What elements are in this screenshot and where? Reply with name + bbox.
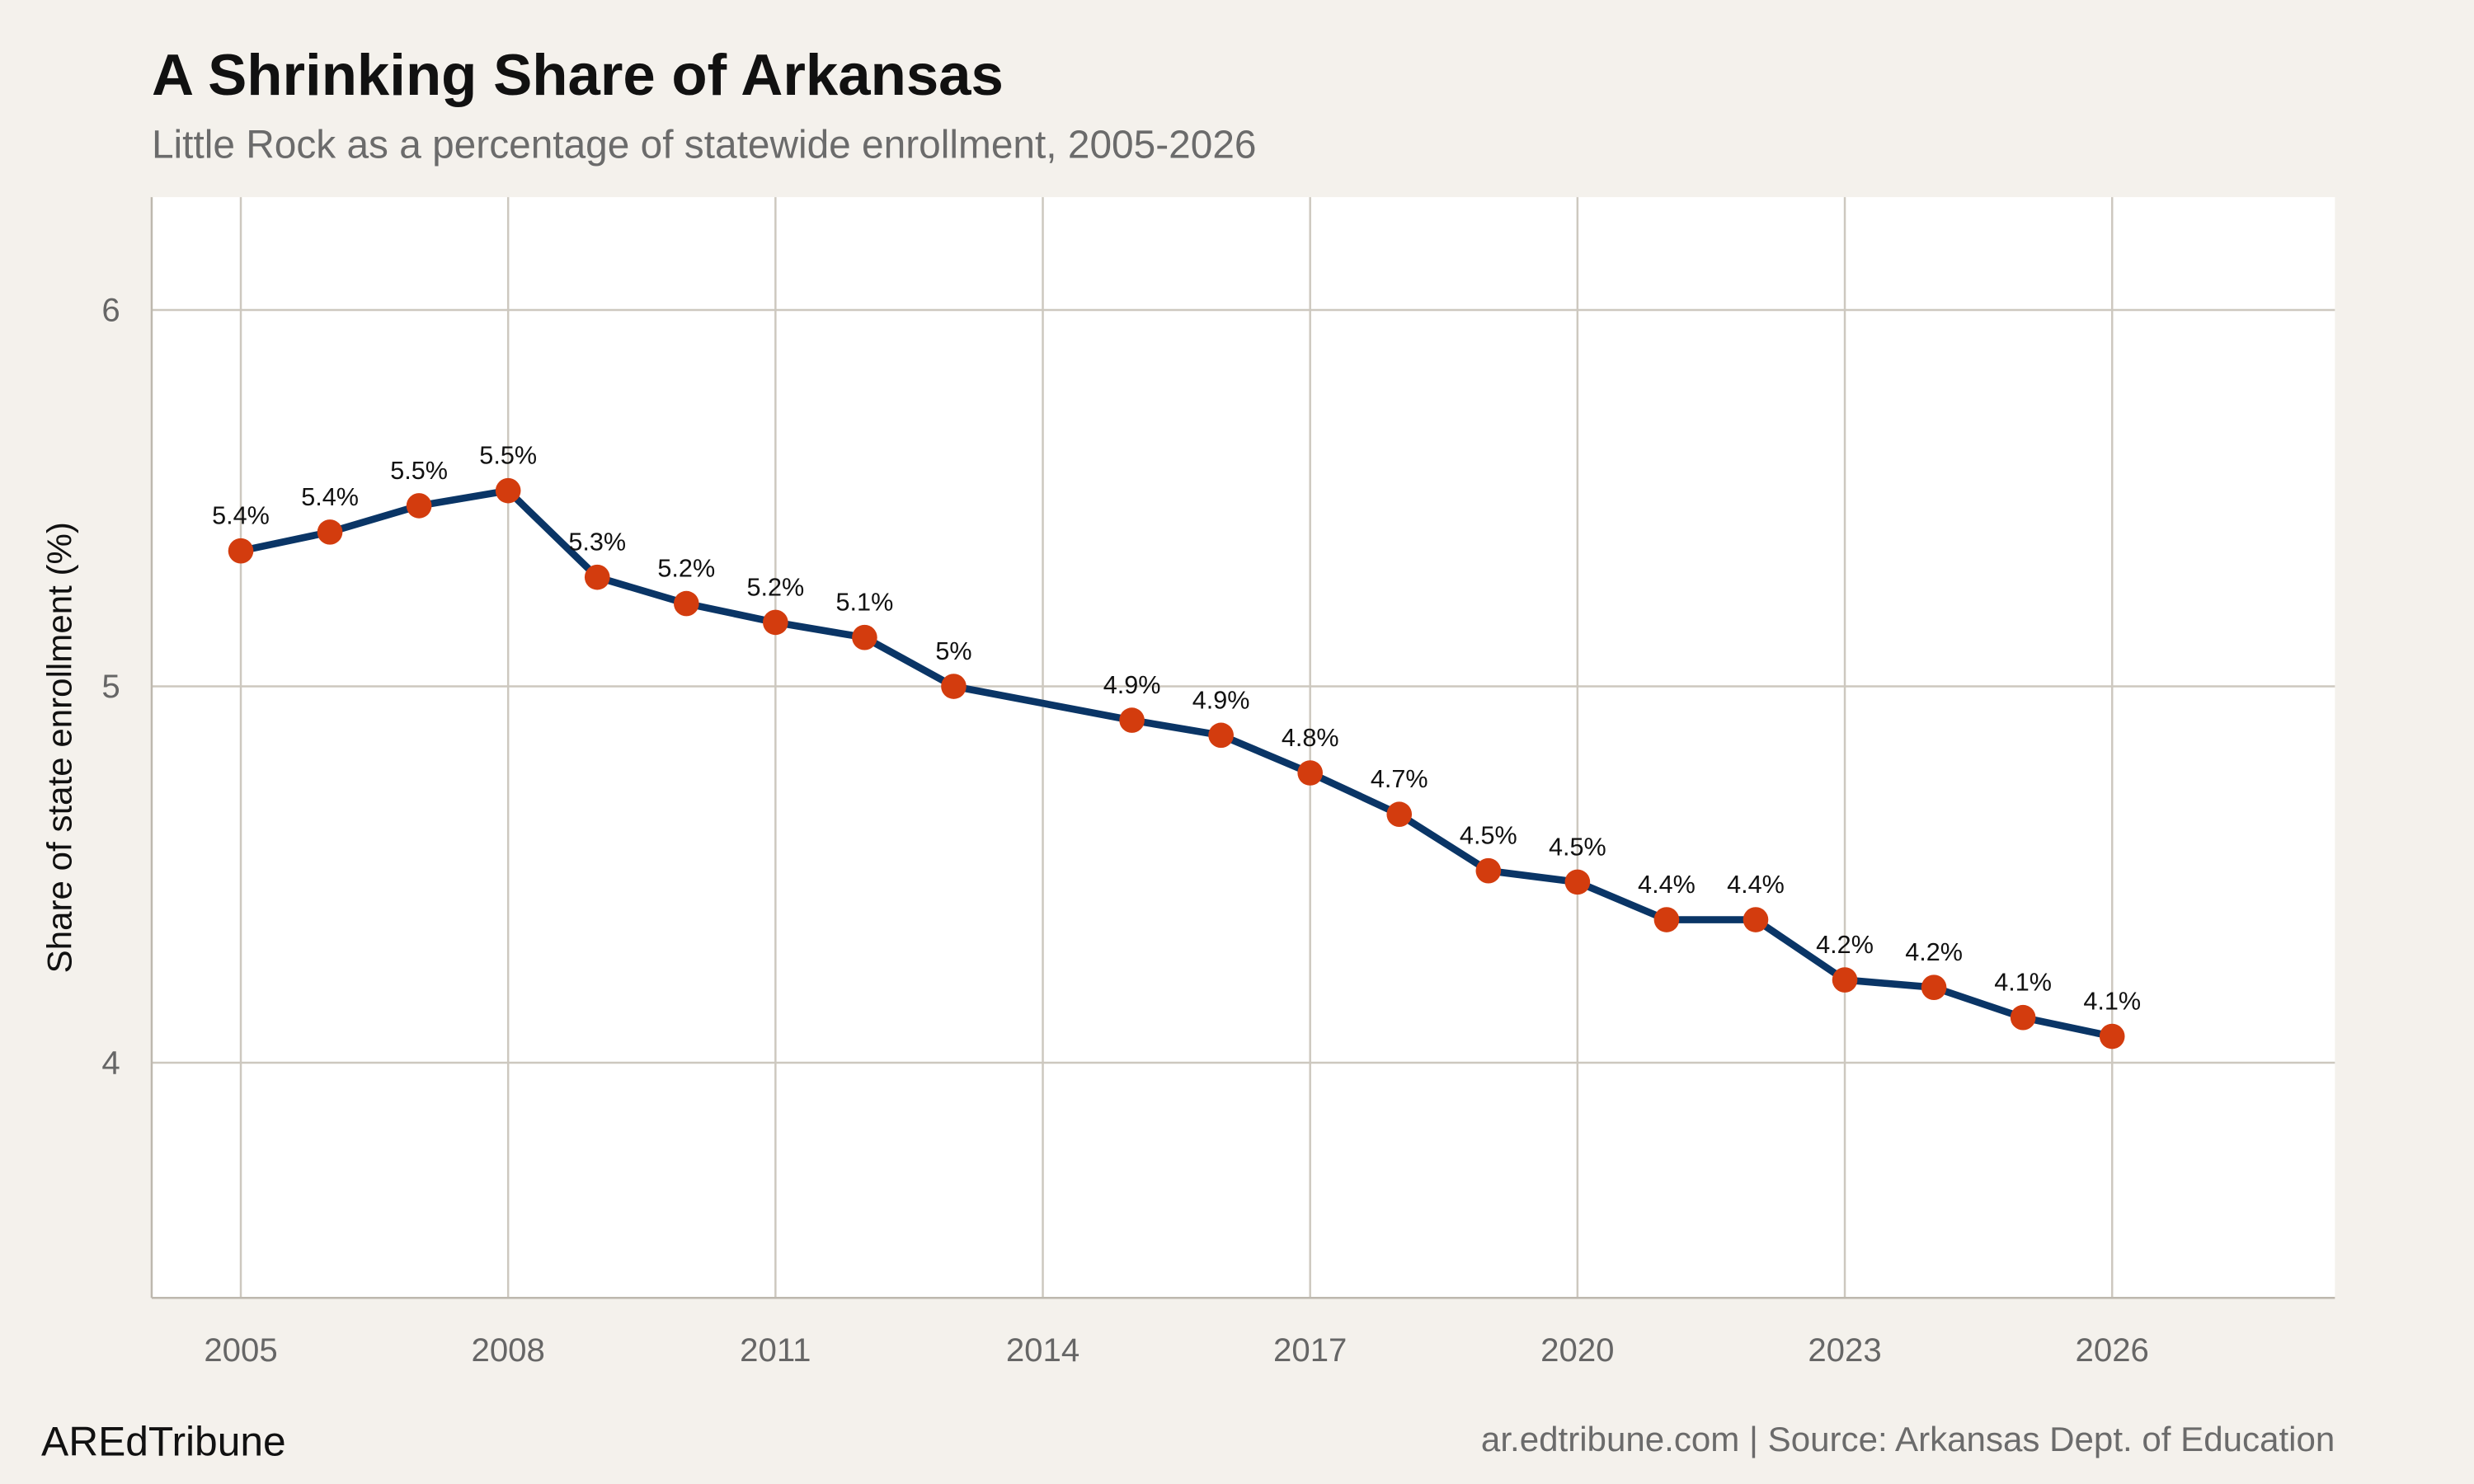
- x-tick-label: 2026: [2076, 1331, 2149, 1369]
- data-labels: 5.4% 5.4% 5.5% 5.5% 5.3% 5.2% 5.2% 5.1% 5% 4.9% 4.…: [212, 442, 2141, 1016]
- x-tick-label: 2011: [740, 1331, 811, 1369]
- data-point: [1297, 760, 1323, 786]
- data-label: 5.1%: [836, 589, 894, 617]
- y-axis-label: Share of state enrollment (%): [40, 522, 78, 973]
- y-tick-label: 5: [101, 668, 120, 705]
- data-label: 5.3%: [568, 528, 626, 556]
- chart-subtitle: Little Rock as a percentage of statewide…: [152, 123, 1257, 167]
- data-label: 4.1%: [1994, 969, 2052, 997]
- data-label: 5.5%: [479, 442, 537, 470]
- data-label: 5%: [935, 637, 971, 665]
- data-point: [1743, 907, 1769, 932]
- data-point: [673, 590, 699, 617]
- data-point: [2099, 1023, 2125, 1050]
- y-tick-label: 6: [101, 291, 120, 328]
- data-label: 4.2%: [1816, 931, 1874, 959]
- data-label: 4.7%: [1371, 765, 1428, 793]
- data-point: [1653, 907, 1680, 932]
- data-point: [2010, 1004, 2036, 1031]
- brand-logo-text: AREdTribune: [41, 1419, 286, 1465]
- data-label: 4.5%: [1549, 833, 1606, 861]
- data-label: 4.2%: [1905, 938, 1963, 966]
- data-label: 5.5%: [390, 457, 448, 485]
- y-tick-label: 4: [101, 1044, 120, 1081]
- x-tick-labels: 2005 2008 2011 2014 2017 2020 2023 2026: [204, 1331, 2149, 1369]
- data-label: 5.2%: [657, 555, 715, 583]
- gridlines: [151, 197, 2335, 1298]
- data-point: [852, 624, 877, 650]
- data-label: 5.4%: [301, 483, 359, 511]
- x-tick-label: 2005: [204, 1331, 277, 1369]
- data-point: [495, 477, 521, 504]
- x-tick-label: 2023: [1808, 1331, 1881, 1369]
- data-label: 4.4%: [1727, 871, 1785, 899]
- data-point: [584, 564, 610, 590]
- x-tick-label: 2017: [1273, 1331, 1347, 1369]
- data-point: [406, 493, 432, 519]
- data-point: [228, 538, 254, 564]
- data-label: 5.4%: [212, 502, 270, 530]
- series-points: [228, 477, 2125, 1050]
- chart-title: A Shrinking Share of Arkansas: [152, 42, 1004, 107]
- data-point: [1208, 722, 1234, 749]
- data-point: [1564, 869, 1591, 895]
- data-label: 4.9%: [1103, 671, 1161, 699]
- x-tick-label: 2014: [1006, 1331, 1079, 1369]
- data-label: 5.2%: [746, 573, 804, 601]
- data-point: [763, 609, 788, 636]
- data-point: [1921, 974, 1947, 1000]
- data-point: [1386, 801, 1413, 828]
- y-tick-labels: 4 5 6: [101, 291, 120, 1081]
- data-label: 4.8%: [1282, 724, 1339, 752]
- data-point: [317, 519, 343, 545]
- x-tick-label: 2020: [1540, 1331, 1614, 1369]
- data-point: [941, 674, 967, 699]
- data-label: 4.9%: [1192, 686, 1250, 714]
- source-note: ar.edtribune.com | Source: Arkansas Dept…: [1481, 1420, 2335, 1458]
- data-point: [1475, 857, 1502, 884]
- data-label: 4.1%: [2083, 988, 2141, 1016]
- data-point: [1119, 707, 1145, 733]
- x-tick-label: 2008: [472, 1331, 545, 1369]
- data-label: 4.4%: [1638, 871, 1696, 899]
- data-point: [1832, 967, 1858, 993]
- data-label: 4.5%: [1460, 822, 1517, 850]
